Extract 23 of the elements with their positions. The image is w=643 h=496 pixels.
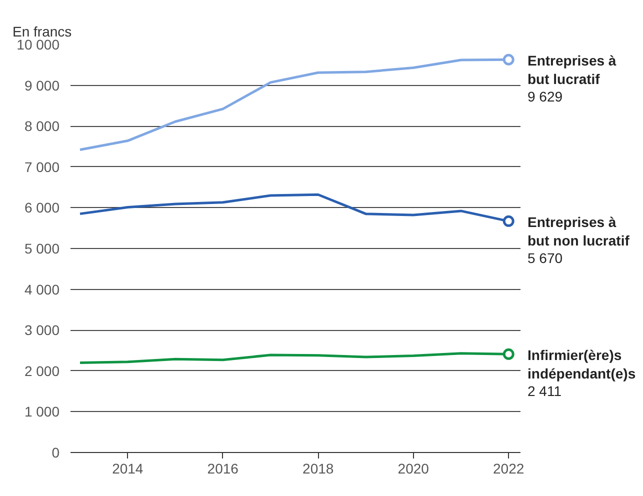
y-axis-title: En francs xyxy=(12,24,72,40)
data-label: 5 670 xyxy=(528,250,563,266)
y-tick-label: 4 000 xyxy=(24,281,60,298)
y-tick-label: 3 000 xyxy=(24,322,60,338)
y-tick-label: 0 xyxy=(52,444,60,460)
data-label: 2 411 xyxy=(528,383,562,400)
x-tick-label: 2018 xyxy=(302,460,334,476)
series-label: Entreprises à but lucratif xyxy=(528,52,616,88)
x-tick-label: 2022 xyxy=(493,460,524,476)
series-label: Entreprises à but non lucratif xyxy=(528,214,630,249)
x-tick-label: 2014 xyxy=(112,460,144,476)
y-tick-label: 9 000 xyxy=(24,77,60,94)
y-tick-label: 7 000 xyxy=(24,158,60,175)
y-tick-label: 6 000 xyxy=(24,200,60,216)
y-tick-label: 8 000 xyxy=(24,118,60,134)
y-tick-label: 1 000 xyxy=(24,404,60,420)
y-tick-label: 5 000 xyxy=(24,240,60,256)
y-tick-label: 2 000 xyxy=(24,362,60,379)
x-tick-label: 2020 xyxy=(398,460,430,476)
data-label: 9 629 xyxy=(528,88,563,105)
series-label: Infirmier(ère)s indépendant(e)s xyxy=(528,347,636,382)
x-tick-label: 2016 xyxy=(207,460,239,476)
y-tick-label: 10 000 xyxy=(16,36,60,52)
